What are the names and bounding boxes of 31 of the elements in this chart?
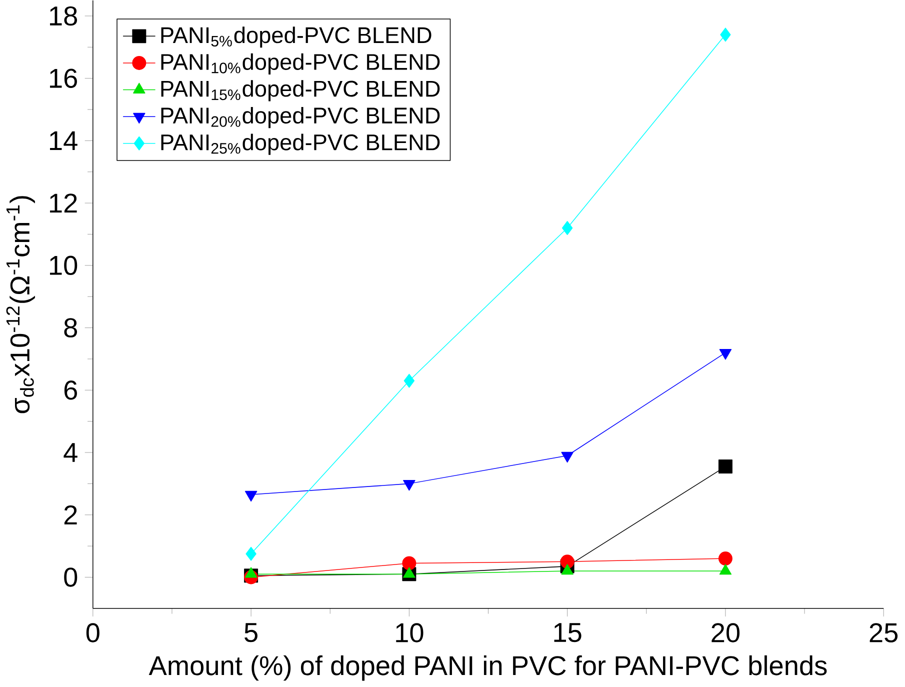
y-tick-label: 18	[50, 6, 78, 26]
point	[246, 546, 256, 561]
y-tick-label: 12	[50, 194, 77, 213]
x-tick-label: 20	[712, 623, 740, 642]
x-tick-label: 10	[396, 623, 424, 642]
y-tick-label: 6	[64, 380, 77, 400]
legend-label: PANI$_{25%}$doped-PVC BLEND	[161, 134, 440, 155]
y-tick-label: 4	[64, 443, 78, 462]
y-tick-label: 14	[50, 131, 78, 150]
y-tick-label: 0	[64, 568, 78, 587]
point	[404, 374, 415, 388]
x-tick-label: 5	[244, 623, 258, 642]
x-tick-label: 25	[870, 623, 898, 642]
legend-label: PANI$_{5%}$doped-PVC BLEND	[161, 26, 432, 48]
y-tick-label: 16	[50, 68, 77, 88]
x-tick-label: 0	[86, 623, 100, 642]
point	[718, 552, 732, 566]
point	[562, 221, 573, 235]
y-tick-label: 10	[50, 256, 78, 276]
point	[720, 28, 731, 42]
y-tick-label: 2	[64, 505, 77, 524]
point	[718, 460, 732, 474]
legend-label: PANI$_{15%}$doped-PVC BLEND	[161, 80, 440, 102]
point	[560, 554, 574, 569]
text: σ$_{dc}$x10$^{-12}$(Ω$^{-1}$cm$^{-1}$)	[6, 196, 35, 414]
point	[402, 556, 416, 570]
legend-label: PANI$_{20%}$doped-PVC BLEND	[161, 106, 440, 128]
x-tick-label: 15	[554, 623, 582, 642]
y-tick-label: 8	[64, 318, 78, 338]
legend-label: PANI$_{10%}$doped-PVC BLEND	[161, 53, 440, 74]
x-axis-title: Amount (%) of doped PANI in PVC for PANI-PVC blends	[148, 655, 827, 681]
